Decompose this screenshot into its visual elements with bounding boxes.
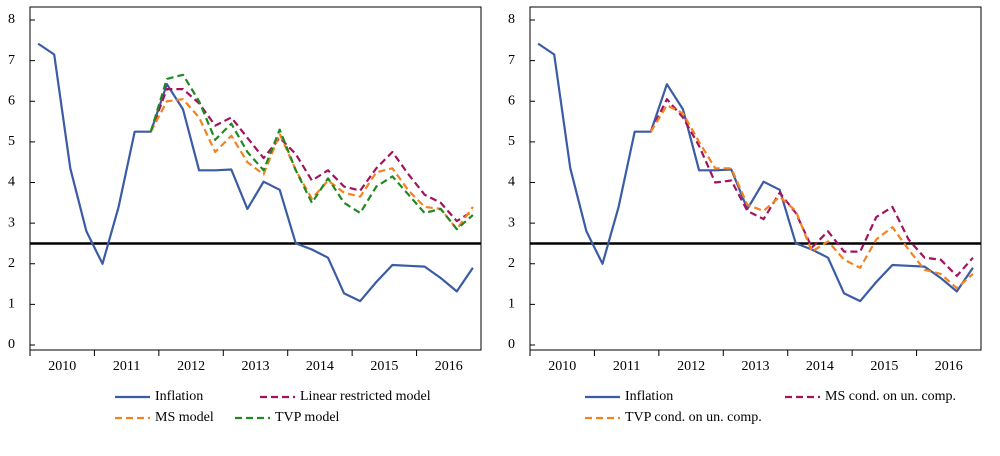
y-tick-label: 4 [8,175,15,190]
series-line [149,98,474,231]
plot-frame [29,6,482,351]
x-tick-label: 2010 [48,359,76,374]
y-tick-label: 3 [8,215,15,230]
y-tick-label: 5 [8,134,15,149]
y-tick-label: 1 [8,297,15,312]
y-tick-label: 7 [8,53,15,68]
x-tick-label: 2015 [870,359,898,374]
x-tick-label: 2013 [742,359,770,374]
x-tick-label: 2010 [548,359,576,374]
y-tick-label: 5 [508,134,515,149]
y-tick-label: 8 [508,12,515,27]
legend-label: Inflation [155,389,203,404]
x-tick-label: 2016 [435,359,463,374]
y-tick-label: 8 [8,12,15,27]
y-tick-label: 4 [508,175,515,190]
y-tick-label: 2 [8,256,15,271]
y-tick-label: 6 [508,93,515,108]
legend-label: Linear restricted model [300,389,431,404]
series-line [149,88,474,223]
legend-label: TVP cond. on un. comp. [625,410,762,425]
legend-label: Inflation [625,389,673,404]
x-tick-label: 2014 [806,359,834,374]
x-tick-label: 2014 [306,359,334,374]
plot-frame [529,6,982,351]
legend-label: TVP model [275,410,340,425]
series-line [37,42,474,303]
x-tick-label: 2012 [677,359,705,374]
legend-label: MS cond. on un. comp. [825,389,956,404]
series-line [649,104,974,290]
y-tick-label: 3 [508,215,515,230]
legend-label: MS model [155,410,214,425]
x-tick-label: 2011 [613,359,640,374]
series-line [149,73,474,231]
y-tick-label: 7 [508,53,515,68]
x-tick-label: 2015 [370,359,398,374]
x-tick-label: 2013 [242,359,270,374]
y-tick-label: 6 [8,93,15,108]
y-tick-label: 0 [8,337,15,352]
x-tick-label: 2011 [113,359,140,374]
x-tick-label: 2016 [935,359,963,374]
series-line [537,42,974,303]
x-tick-label: 2012 [177,359,205,374]
y-tick-label: 1 [508,297,515,312]
y-tick-label: 2 [508,256,515,271]
y-tick-label: 0 [508,337,515,352]
